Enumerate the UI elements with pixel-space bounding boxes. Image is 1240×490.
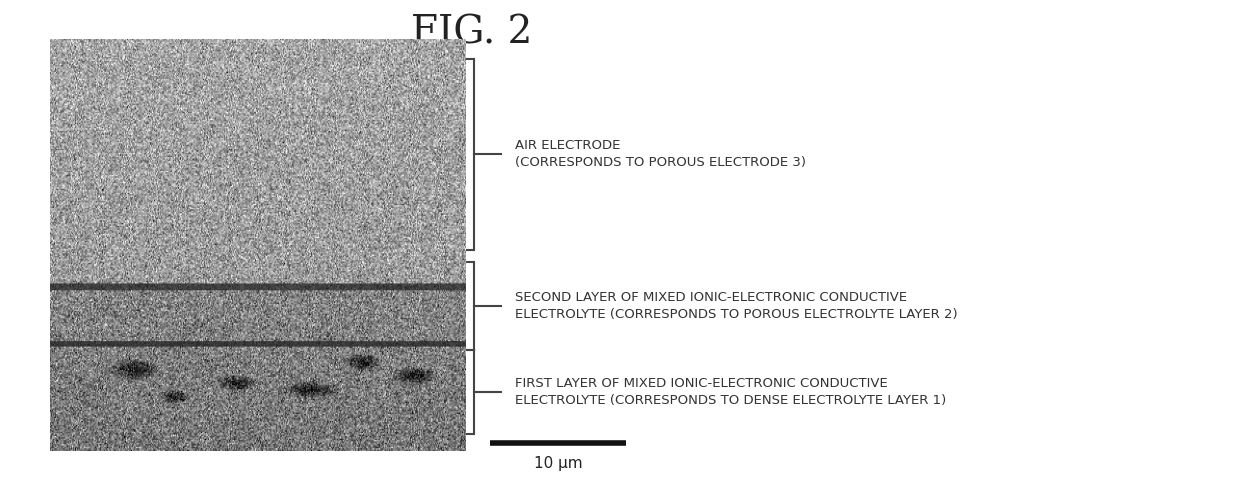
Text: FIG. 2: FIG. 2 bbox=[410, 15, 532, 52]
Text: AIR ELECTRODE
(CORRESPONDS TO POROUS ELECTRODE 3): AIR ELECTRODE (CORRESPONDS TO POROUS ELE… bbox=[515, 139, 806, 170]
Text: 10 μm: 10 μm bbox=[533, 456, 583, 471]
Text: SECOND LAYER OF MIXED IONIC-ELECTRONIC CONDUCTIVE
ELECTROLYTE (CORRESPONDS TO PO: SECOND LAYER OF MIXED IONIC-ELECTRONIC C… bbox=[515, 291, 957, 321]
Text: FIRST LAYER OF MIXED IONIC-ELECTRONIC CONDUCTIVE
ELECTROLYTE (CORRESPONDS TO DEN: FIRST LAYER OF MIXED IONIC-ELECTRONIC CO… bbox=[515, 377, 946, 407]
